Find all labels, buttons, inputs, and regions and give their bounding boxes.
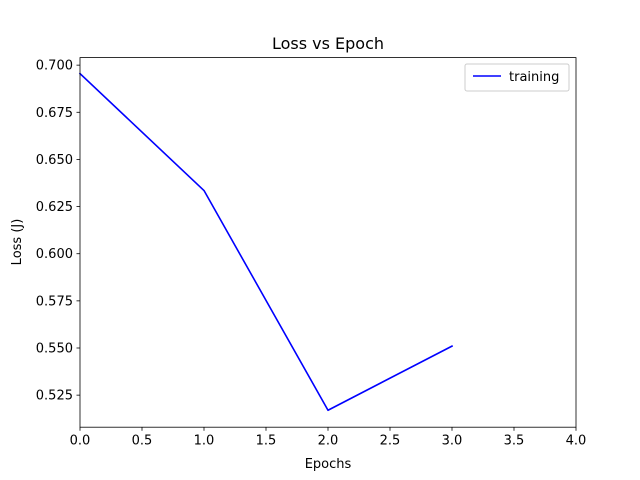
x-tick-label: 0.0: [70, 434, 91, 449]
legend: training: [465, 64, 569, 91]
x-tick-label: 1.0: [194, 434, 215, 449]
y-tick-label: 0.700: [36, 59, 73, 74]
y-tick-label: 0.525: [36, 389, 73, 404]
y-tick-label: 0.650: [36, 153, 73, 168]
x-axis-label: Epochs: [305, 457, 352, 472]
x-tick-label: 3.5: [504, 434, 525, 449]
y-tick-label: 0.625: [36, 200, 73, 215]
x-tick-label: 2.5: [380, 434, 401, 449]
y-tick-label: 0.550: [36, 342, 73, 357]
x-tick-label: 0.5: [132, 434, 153, 449]
plot-area: [80, 58, 576, 428]
y-tick-label: 0.575: [36, 294, 73, 309]
x-tick-label: 4.0: [566, 434, 587, 449]
y-tick-label: 0.600: [36, 247, 73, 262]
x-tick-label: 3.0: [442, 434, 463, 449]
chart-title: Loss vs Epoch: [272, 34, 384, 53]
y-axis-label: Loss (J): [10, 219, 25, 266]
legend-label-training: training: [509, 70, 559, 85]
y-tick-label: 0.675: [36, 106, 73, 121]
x-tick-label: 1.5: [256, 434, 277, 449]
x-tick-label: 2.0: [318, 434, 339, 449]
